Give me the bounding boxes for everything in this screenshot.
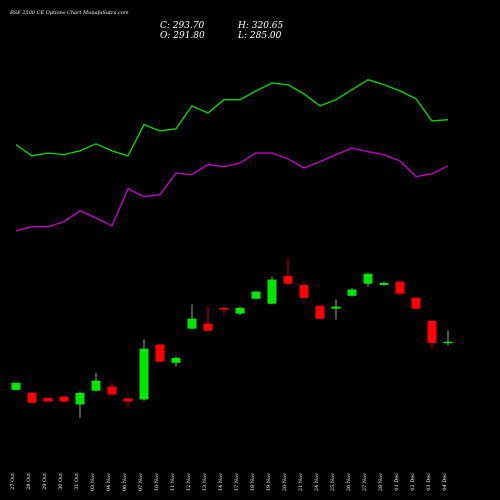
header-high: H: 320.65 xyxy=(237,21,284,31)
x-tick-label: 29 Oct xyxy=(42,473,48,490)
candle-body xyxy=(347,289,357,296)
x-tick-label: 06 Nov xyxy=(122,473,128,491)
candle-body xyxy=(299,284,309,298)
candle-body xyxy=(427,320,437,343)
indicator-line xyxy=(15,78,449,157)
candle-body xyxy=(443,341,453,344)
x-tick-label: 19 Nov xyxy=(266,473,272,491)
candle-body xyxy=(235,307,245,314)
candle-body xyxy=(107,386,117,395)
candle-body xyxy=(283,275,293,284)
candle-body xyxy=(75,392,85,405)
candle-body xyxy=(43,397,53,402)
header-close: C: 293.70 xyxy=(160,21,205,31)
candle-body xyxy=(363,273,373,284)
x-tick-label: 24 Nov xyxy=(314,473,320,491)
x-tick-label: 03 Nov xyxy=(90,473,96,491)
candle-body xyxy=(123,398,133,402)
x-tick-label: 31 Oct xyxy=(74,473,80,490)
x-tick-label: 28 Nov xyxy=(378,473,384,491)
candle-body xyxy=(171,357,181,363)
x-tick-label: 11 Nov xyxy=(170,473,176,491)
candle-body xyxy=(187,318,197,329)
x-tick-label: 20 Nov xyxy=(282,473,288,491)
candle-body xyxy=(379,282,389,285)
candle-body xyxy=(139,348,149,400)
x-tick-label: 28 Oct xyxy=(26,473,32,490)
x-tick-label: 17 Nov xyxy=(234,473,240,491)
x-tick-label: 25 Nov xyxy=(330,473,336,491)
x-tick-label: 14 Nov xyxy=(218,473,224,491)
candle-body xyxy=(59,396,69,402)
x-tick-label: 01 Dec xyxy=(394,473,400,491)
candle-body xyxy=(331,306,341,309)
x-tick-label: 18 Nov xyxy=(250,473,256,491)
x-tick-label: 27 Nov xyxy=(362,473,368,491)
candle-body xyxy=(267,279,277,304)
x-tick-label: 12 Nov xyxy=(186,473,192,491)
chart-title: BSE 2500 CE Options Chart MunafaSutra.co… xyxy=(9,10,129,16)
header-open: O: 291.80 xyxy=(160,31,205,41)
candle-body xyxy=(251,291,261,299)
header-low: L: 285.00 xyxy=(237,31,282,41)
x-tick-label: 07 Nov xyxy=(138,473,144,491)
candle-body xyxy=(395,281,405,294)
candle-body xyxy=(219,307,229,310)
x-tick-label: 04 Nov xyxy=(106,473,112,491)
x-tick-label: 30 Oct xyxy=(58,473,64,490)
x-tick-label: 27 Oct xyxy=(10,473,16,490)
x-tick-label: 02 Dec xyxy=(410,473,416,491)
x-tick-label: 03 Dec xyxy=(426,473,432,491)
candle-body xyxy=(155,344,165,362)
indicator-line xyxy=(15,147,449,232)
x-tick-label: 04 Dec xyxy=(442,473,448,491)
candle-body xyxy=(411,297,421,309)
candle-body xyxy=(315,305,325,319)
candle-body xyxy=(27,392,37,403)
x-tick-label: 13 Nov xyxy=(202,473,208,491)
x-tick-label: 21 Nov xyxy=(298,473,304,491)
candle-body xyxy=(11,382,21,390)
x-tick-label: 10 Nov xyxy=(154,473,160,491)
candle-body xyxy=(203,323,213,331)
x-tick-label: 26 Nov xyxy=(346,473,352,491)
candle-body xyxy=(91,380,101,391)
